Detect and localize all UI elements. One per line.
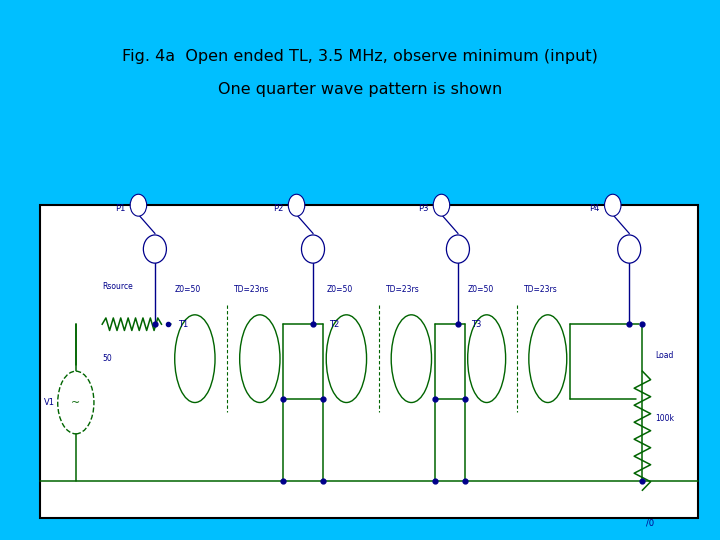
Text: P4: P4 xyxy=(589,204,600,213)
Text: /0: /0 xyxy=(646,518,654,528)
Ellipse shape xyxy=(433,194,450,216)
Text: P3: P3 xyxy=(418,204,428,213)
Ellipse shape xyxy=(288,194,305,216)
Ellipse shape xyxy=(58,371,94,434)
Text: T1: T1 xyxy=(178,320,188,329)
Text: V1: V1 xyxy=(44,398,55,407)
Ellipse shape xyxy=(605,194,621,216)
Bar xyxy=(40,205,698,518)
Text: Z0=50: Z0=50 xyxy=(326,285,352,294)
Ellipse shape xyxy=(302,235,325,263)
Text: 50: 50 xyxy=(102,354,112,363)
Text: Fig. 4a  Open ended TL, 3.5 MHz, observe minimum (input): Fig. 4a Open ended TL, 3.5 MHz, observe … xyxy=(122,49,598,64)
Text: P1: P1 xyxy=(115,204,125,213)
Ellipse shape xyxy=(326,315,366,402)
Ellipse shape xyxy=(528,315,567,402)
Text: Load: Load xyxy=(656,351,674,360)
Text: TD=23ns: TD=23ns xyxy=(234,285,269,294)
Text: Z0=50: Z0=50 xyxy=(175,285,201,294)
Text: TD=23rs: TD=23rs xyxy=(524,285,557,294)
Ellipse shape xyxy=(130,194,147,216)
Text: P2: P2 xyxy=(273,204,284,213)
Ellipse shape xyxy=(391,315,431,402)
Text: T2: T2 xyxy=(330,320,340,329)
Ellipse shape xyxy=(446,235,469,263)
Ellipse shape xyxy=(175,315,215,402)
Ellipse shape xyxy=(618,235,641,263)
Text: T3: T3 xyxy=(471,320,482,329)
Ellipse shape xyxy=(143,235,166,263)
Text: TD=23rs: TD=23rs xyxy=(385,285,419,294)
Ellipse shape xyxy=(468,315,505,402)
Text: Rsource: Rsource xyxy=(102,282,133,291)
Text: ~: ~ xyxy=(71,397,81,408)
Text: Z0=50: Z0=50 xyxy=(468,285,494,294)
Text: One quarter wave pattern is shown: One quarter wave pattern is shown xyxy=(218,82,502,97)
Ellipse shape xyxy=(240,315,280,402)
Text: 100k: 100k xyxy=(656,414,675,423)
